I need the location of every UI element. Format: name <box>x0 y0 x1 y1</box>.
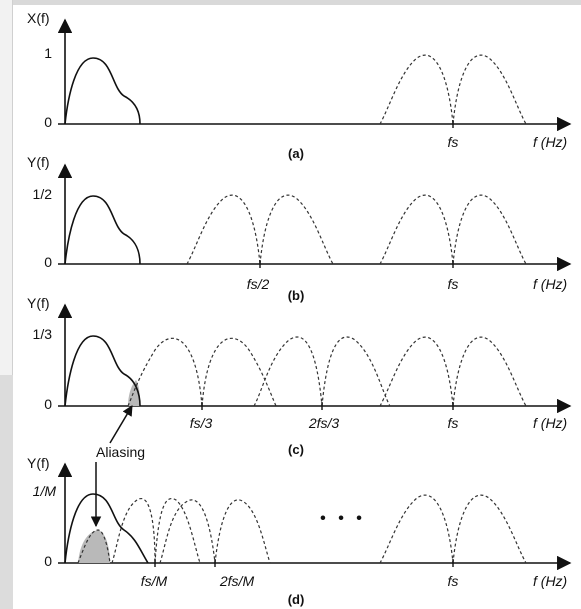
left-edge-strip-top <box>0 0 13 375</box>
baseband-spectrum-c <box>64 335 141 407</box>
y-tick-top-a: 1 <box>44 45 52 61</box>
image-spectrum-2fs3-c <box>253 336 391 407</box>
x-tick-label-fsM-d: fs/M <box>141 573 168 589</box>
x-tick-label-fs-d: fs <box>448 573 459 589</box>
alias-lobe-d <box>77 529 111 564</box>
x-tick-label-2fsM-d: 2fs/M <box>219 573 255 589</box>
panel-b: Y(f) 1/2 0 fs/2 fs f (Hz) (b) <box>27 154 572 303</box>
y-tick-zero-a: 0 <box>44 114 52 130</box>
y-tick-zero-d: 0 <box>44 553 52 569</box>
y-tick-top-d: 1/M <box>33 483 57 499</box>
baseband-spectrum-b <box>64 195 141 265</box>
image-spectrum-fs3-c <box>127 337 277 407</box>
image-spectrum-fs-d <box>379 494 527 564</box>
y-tick-zero-c: 0 <box>44 396 52 412</box>
left-edge-strip <box>0 0 13 609</box>
ellipsis: • • • <box>320 510 366 527</box>
y-axis-label-d: Y(f) <box>27 455 50 471</box>
image-spectrum-fsM-d <box>111 498 201 564</box>
y-tick-zero-b: 0 <box>44 254 52 270</box>
image-spectrum-fs-b <box>379 194 527 265</box>
panel-a: X(f) 1 0 fs f (Hz) (a) <box>27 10 572 161</box>
caption-b: (b) <box>288 288 305 303</box>
image-spectrum-2fsM-d <box>159 499 271 564</box>
image-spectrum-fs2-b <box>186 194 334 265</box>
aliasing-label: Aliasing <box>96 444 145 460</box>
panel-d: Y(f) 1/M 0 • • • fs/M 2fs/M fs f (Hz) (d… <box>27 455 572 607</box>
aliasing-annotation: Aliasing <box>90 405 145 528</box>
baseband-spectrum-d <box>64 493 149 564</box>
x-tick-label-fs-c: fs <box>448 415 459 431</box>
y-axis-label-b: Y(f) <box>27 154 50 170</box>
caption-c: (c) <box>288 442 304 457</box>
x-tick-label-fs-a: fs <box>448 134 459 150</box>
image-spectrum-fs-c <box>379 336 527 407</box>
x-tick-label-fs2-b: fs/2 <box>247 276 270 292</box>
x-tick-label-2fs3-c: 2fs/3 <box>308 415 340 431</box>
x-axis-label-b: f (Hz) <box>533 276 567 292</box>
baseband-spectrum-a <box>64 57 141 125</box>
aliasing-arrow-up <box>109 405 133 444</box>
y-axis-label-c: Y(f) <box>27 295 50 311</box>
caption-d: (d) <box>288 592 305 607</box>
y-axis-label-a: X(f) <box>27 10 50 26</box>
x-axis-label-c: f (Hz) <box>533 415 567 431</box>
x-tick-label-fs-b: fs <box>448 276 459 292</box>
aliasing-region-d <box>78 530 110 563</box>
y-tick-top-c: 1/3 <box>33 326 53 342</box>
panel-c: Y(f) 1/3 0 fs/3 2fs/3 fs f (Hz) (c) <box>27 295 572 457</box>
x-axis-label-a: f (Hz) <box>533 134 567 150</box>
caption-a: (a) <box>288 146 304 161</box>
image-spectrum-fs-a <box>379 54 527 125</box>
x-tick-label-fs3-c: fs/3 <box>190 415 213 431</box>
x-axis-label-d: f (Hz) <box>533 573 567 589</box>
y-tick-top-b: 1/2 <box>33 186 53 202</box>
top-edge-bar <box>0 0 581 5</box>
